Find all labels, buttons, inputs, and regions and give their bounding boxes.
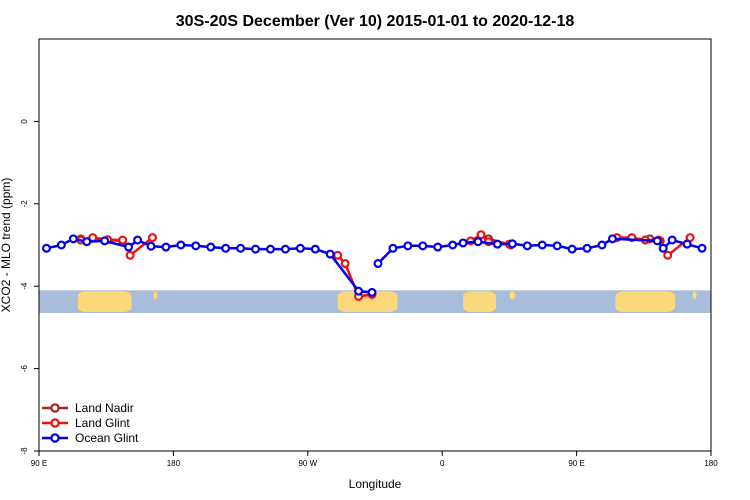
- data-point-2-0-4: [100, 236, 110, 246]
- data-point-2-1-4: [433, 242, 443, 252]
- data-point-2-1-18: [658, 243, 668, 253]
- legend-marker-1: [50, 418, 60, 428]
- data-point-2-1-11: [537, 240, 547, 250]
- data-point-1-2-1: [340, 259, 350, 269]
- y-tick-label-4: -8: [20, 447, 29, 455]
- x-tick-label-2: 90 W: [298, 459, 317, 468]
- data-point-2-1-17: [652, 236, 662, 246]
- data-point-2-0-3: [82, 237, 92, 247]
- x-tick-label-0: 90 E: [31, 459, 47, 468]
- y-axis-label: XCO2 - MLO trend (ppm): [0, 178, 13, 313]
- series-line-1-1: [129, 236, 154, 257]
- y-tick-label-3: -6: [20, 364, 29, 372]
- legend-label-0: Land Nadir: [75, 401, 134, 415]
- x-tick-label-4: 90 E: [568, 459, 584, 468]
- y-tick-label-0: 0: [20, 119, 29, 124]
- data-point-1-4-4: [663, 250, 673, 260]
- data-point-1-2-0: [333, 250, 343, 260]
- series-line-2-0: [46, 237, 373, 294]
- land-area-6: [692, 291, 697, 300]
- data-point-2-0-6: [133, 235, 143, 245]
- data-point-2-1-3: [418, 241, 428, 251]
- data-point-2-1-12: [552, 241, 562, 251]
- land-area-3: [463, 291, 496, 312]
- series-line-2-1: [377, 237, 703, 265]
- data-point-2-1-16: [607, 234, 617, 244]
- data-point-2-1-10: [522, 241, 532, 251]
- x-tick-label-1: 180: [167, 459, 181, 468]
- land-area-5: [615, 291, 676, 312]
- data-point-1-3-1: [476, 230, 486, 240]
- data-point-2-0-13: [236, 243, 246, 253]
- data-point-2-0-0: [41, 243, 51, 253]
- data-point-1-0-3: [118, 235, 128, 245]
- series-group: [41, 230, 707, 302]
- data-point-2-0-7: [146, 241, 156, 251]
- data-point-2-0-15: [265, 244, 275, 254]
- data-point-2-1-13: [567, 244, 577, 254]
- chart-title: 30S-20S December (Ver 10) 2015-01-01 to …: [176, 13, 575, 30]
- data-point-2-1-15: [597, 240, 607, 250]
- data-point-2-0-5: [124, 242, 134, 252]
- land-area-4: [509, 291, 516, 300]
- legend-label-2: Ocean Glint: [75, 431, 139, 445]
- axis-ticks: 90 E 180 90 W 0 90 E 180 0 -2 -4 -6 -8: [20, 119, 718, 468]
- data-point-2-0-1: [56, 240, 66, 250]
- data-point-2-1-5: [448, 240, 458, 250]
- data-point-2-0-14: [251, 244, 261, 254]
- y-tick-label-2: -4: [20, 282, 29, 290]
- data-point-2-1-6: [458, 238, 468, 248]
- data-point-2-0-12: [221, 243, 231, 253]
- data-point-2-0-8: [161, 242, 171, 252]
- land-ocean-mask: [39, 290, 711, 313]
- data-point-2-0-20: [354, 286, 364, 296]
- x-axis-label: Longitude: [349, 477, 402, 491]
- plot-frame: [38, 38, 712, 452]
- data-point-2-0-17: [295, 243, 305, 253]
- land-area-2: [337, 291, 398, 312]
- plot-frame-group: [38, 38, 712, 452]
- land-area-1: [153, 291, 158, 300]
- x-tick-label-5: 180: [704, 459, 718, 468]
- data-point-2-1-1: [388, 243, 398, 253]
- series-line-1-2: [336, 254, 373, 298]
- data-point-2-1-14: [582, 243, 592, 253]
- legend-marker-2: [50, 433, 60, 443]
- data-point-2-1-9: [507, 239, 517, 249]
- y-tick-label-1: -2: [20, 200, 29, 208]
- data-point-2-1-7: [473, 237, 483, 247]
- x-tick-label-3: 0: [440, 459, 445, 468]
- data-point-2-0-21: [367, 287, 377, 297]
- data-point-2-1-21: [697, 243, 707, 253]
- data-point-2-0-16: [280, 244, 290, 254]
- legend-label-1: Land Glint: [75, 416, 130, 430]
- data-point-2-1-0: [373, 259, 383, 269]
- data-point-2-0-9: [176, 240, 186, 250]
- data-point-2-1-2: [403, 241, 413, 251]
- data-point-1-1-0: [125, 250, 135, 260]
- land-area-0: [77, 291, 132, 312]
- data-point-2-0-19: [325, 249, 335, 259]
- data-point-2-0-11: [206, 242, 216, 252]
- legend-marker-0: [50, 403, 60, 413]
- data-point-2-1-20: [682, 239, 692, 249]
- data-point-2-1-8: [492, 239, 502, 249]
- series-ocean-glint: [41, 234, 707, 297]
- data-point-2-0-10: [191, 241, 201, 251]
- data-point-2-0-18: [310, 244, 320, 254]
- data-point-2-0-2: [68, 234, 78, 244]
- data-point-2-1-19: [667, 235, 677, 245]
- data-point-1-1-1: [147, 233, 157, 243]
